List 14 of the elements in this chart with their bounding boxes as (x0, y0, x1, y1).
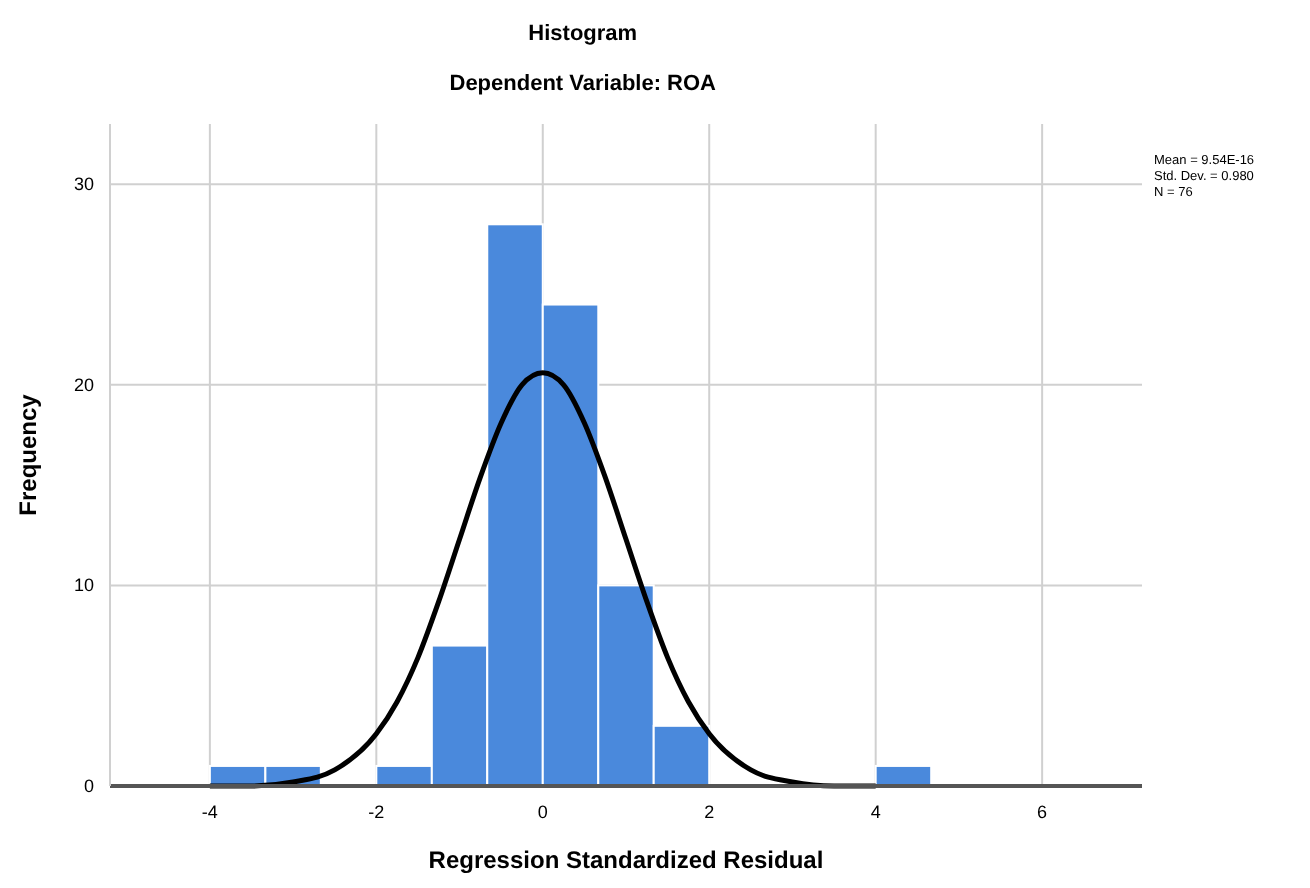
x-tick-label: 6 (1037, 802, 1048, 822)
y-tick-label: 0 (83, 775, 94, 796)
x-tick-label: 2 (704, 802, 715, 822)
x-tick-label: -2 (368, 802, 385, 822)
x-tick-label: 0 (537, 802, 548, 822)
x-axis-title: Regression Standardized Residual (428, 846, 824, 874)
y-tick-label: 20 (73, 374, 94, 395)
x-tick-label: 4 (870, 802, 881, 822)
y-tick-label: 10 (73, 575, 94, 596)
y-tick-label: 30 (73, 173, 94, 194)
chart-title: Histogram (528, 22, 638, 46)
chart-subtitle: Dependent Variable: ROA (449, 72, 717, 96)
y-axis-title: Frequency (14, 393, 42, 516)
x-tick-label: -4 (201, 802, 218, 822)
